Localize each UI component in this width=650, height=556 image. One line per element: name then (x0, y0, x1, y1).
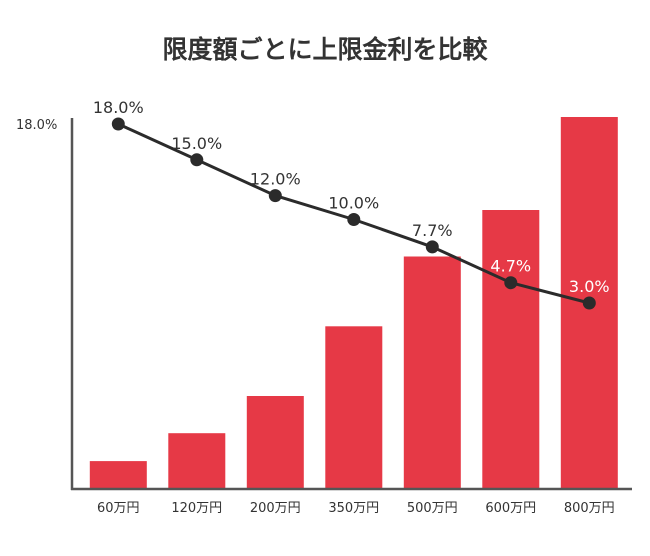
data-label: 15.0% (171, 134, 222, 153)
x-tick-label: 600万円 (485, 501, 536, 516)
x-tick-label: 500万円 (407, 501, 458, 516)
y-tick-label: 18.0% (16, 118, 57, 133)
chart-title: 限度額ごとに上限金利を比較 (162, 35, 488, 64)
data-label: 18.0% (93, 98, 144, 117)
data-label: 4.7% (490, 257, 531, 276)
bar (168, 433, 226, 489)
x-tick-label: 200万円 (250, 501, 301, 516)
data-label: 7.7% (412, 221, 453, 240)
bar (89, 461, 147, 489)
x-tick-label: 800万円 (564, 501, 615, 516)
bar (246, 396, 304, 489)
x-tick-label: 60万円 (97, 501, 140, 516)
rate-point (425, 240, 439, 254)
x-tick-label: 350万円 (328, 501, 379, 516)
rate-point (582, 296, 596, 310)
rate-point (504, 276, 518, 290)
rate-point (347, 213, 361, 226)
data-label: 10.0% (328, 194, 379, 213)
data-label: 3.0% (569, 277, 610, 296)
rate-point (111, 117, 125, 131)
data-label: 12.0% (250, 170, 301, 189)
bar (482, 210, 540, 489)
bar (325, 326, 383, 490)
bar (403, 256, 461, 489)
rate-point (268, 189, 282, 203)
x-tick-label: 120万円 (171, 501, 222, 516)
rate-point (190, 153, 204, 167)
